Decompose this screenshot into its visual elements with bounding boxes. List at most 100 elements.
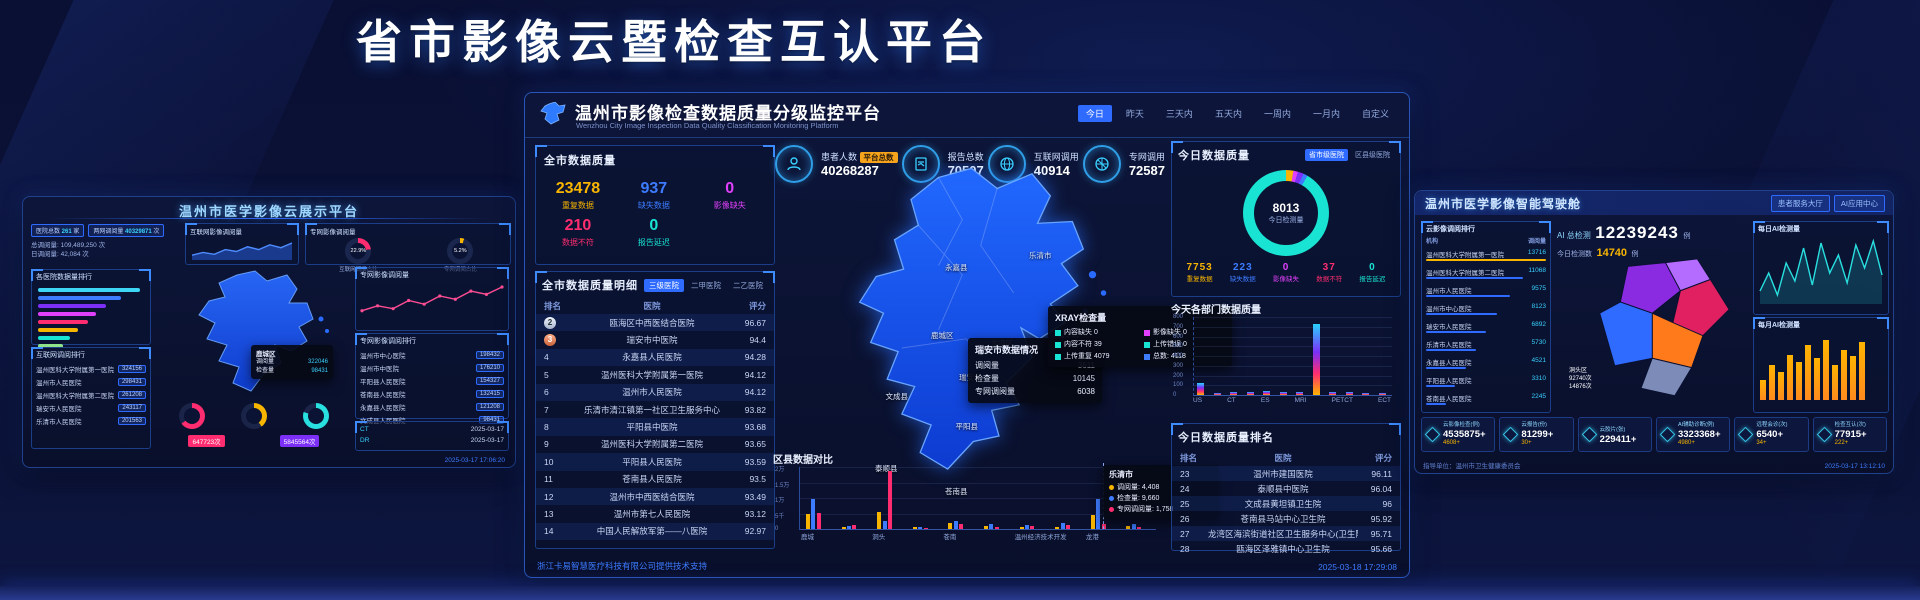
legend-square [1144, 353, 1150, 360]
globe-label: 互联网调用 [1033, 152, 1079, 162]
y-tick: 5千 [775, 513, 785, 520]
quality-stat: 210 数据不符 [540, 217, 616, 248]
district-bar [1101, 523, 1106, 529]
exam-row: DR 2025-03-17 [360, 437, 504, 444]
diamond-icon [1659, 426, 1676, 443]
legend-square [1055, 329, 1061, 336]
bottom-stat-value: 229411+ [1599, 433, 1637, 445]
monthly-bar [1787, 355, 1793, 400]
time-tab-昨天[interactable]: 昨天 [1125, 109, 1144, 119]
today-stat-value: 0 [1369, 262, 1376, 273]
right-map-container: 洞头区 92740次 14876次 [1561, 257, 1751, 413]
left-map-tooltip-title: 鹿城区 [256, 351, 276, 358]
org-row: 温州医科大学附属第二医院 11068 [1426, 267, 1546, 279]
internet-volume-area-chart [191, 242, 293, 260]
legend-square [1055, 353, 1061, 360]
y-tick: 100 [1173, 382, 1184, 389]
title-underline [47, 218, 491, 219]
district-bar [847, 525, 851, 529]
grid-line [1194, 326, 1392, 328]
score-cell: 94.4 [749, 335, 766, 346]
bottom-stat-chip: 云影像检查(例) 4535875+ 4608+ [1421, 417, 1496, 452]
time-tab-一月内[interactable]: 一月内 [1312, 109, 1340, 119]
hospital-cell: 平阳县中医院 [626, 422, 678, 433]
today-donut-label: 今日检测量 [1268, 217, 1304, 224]
right-map-stat-name: 洞头区 [1569, 368, 1588, 374]
y-tick: 700 [1173, 323, 1184, 330]
report-icon [901, 145, 940, 183]
hospital-cell: 中国人民解放军第——八医院 [596, 526, 708, 537]
left-wenzhou-map[interactable] [155, 267, 351, 399]
private-rank-row: 温州市中医院 176210 [360, 361, 504, 374]
time-tab-今日[interactable]: 今日 [1077, 105, 1112, 122]
network-icon [1082, 145, 1121, 183]
today-rank-card: 今日数据质量排名 排名 医院 评分 23 温州市建国医院 96.11 24 泰顺县中医院… [1171, 423, 1401, 554]
hospital-cell: 温州市建国医院 [1253, 468, 1313, 479]
right-footer-credit: 指导单位：温州市卫生健康委员会 [1423, 463, 1521, 470]
ruian-tooltip-title: 瑞安市数据情况 [975, 345, 1039, 355]
district-label-鹿城区: 鹿城区 [931, 331, 954, 341]
xray-item: 总数: 4118 [1144, 351, 1225, 362]
today-stat-value: 0 [1282, 262, 1290, 273]
left-map-tooltip: 鹿城区 调阅量 322046 检查量 98431 [251, 345, 333, 379]
score-cell: 96 [1382, 498, 1392, 509]
x-tick: 苍南 [943, 534, 957, 541]
header-button-患者服务大厅[interactable]: 患者服务大厅 [1770, 195, 1830, 212]
header-button-AI应用中心[interactable]: AI应用中心 [1833, 195, 1885, 212]
grid-line [1194, 346, 1392, 348]
diamond-icon [1738, 426, 1754, 443]
today-rank-rows: 23 温州市建国医院 96.11 24 泰顺县中医院 96.04 25 文成县黄坦镇卫生院 96… [1172, 466, 1400, 556]
today-tab-区县级医院[interactable]: 区县级医院 [1355, 152, 1390, 159]
rank-cell: 7 [544, 404, 549, 415]
y-tick: 0 [1173, 392, 1177, 398]
bottom-stat-sub: 30+ [1521, 440, 1532, 446]
level-tab-二乙医院[interactable]: 二乙医院 [733, 280, 763, 290]
wenzhou-map[interactable] [801, 163, 1131, 533]
district-bar [877, 511, 882, 529]
right-wenzhou-map[interactable] [1561, 257, 1751, 407]
table-row: 10 平阳县人民医院 93.59 [536, 453, 774, 471]
x-tick: MRI [1294, 397, 1307, 404]
org-bar [1426, 313, 1498, 315]
rank-cell: 14 [544, 526, 554, 537]
rank-cell: 4 [544, 352, 549, 363]
level-tab-三级医院[interactable]: 三级医院 [644, 278, 684, 292]
ai-today-label: 今日检测数 [1557, 251, 1592, 258]
quality-stat-value: 0 [725, 180, 735, 197]
tooltip-row: 专网调阅量: 1,758 [1109, 504, 1213, 515]
time-tab-三天内[interactable]: 三天内 [1165, 109, 1193, 119]
today-tab-省市级医院[interactable]: 省市级医院 [1305, 149, 1348, 161]
private-trend-card: 专网影像调阅量 [355, 267, 509, 331]
grid-line [800, 529, 1156, 530]
district-bar [912, 527, 917, 529]
left-panel-timestamp: 2025-03-17 17:06:20 [444, 457, 505, 464]
bottom-stat-chip: AI辅助诊断(例) 3323368+ 4980+ [1655, 417, 1731, 452]
quality-stat: 0 影像缺失 [692, 180, 768, 211]
y-tick: 0 [775, 526, 779, 532]
right-panel-title: 温州市医学影像智能驾驶舱 [1425, 197, 1582, 211]
detail-table-header: 排名 医院 评分 [544, 301, 766, 311]
time-tab-自定义[interactable]: 自定义 [1361, 109, 1389, 119]
summary-chip: 两网调阅量 40329871 次 [88, 224, 165, 237]
exam-mini-table: CT 2025-03-17 DR 2025-03-17 [356, 422, 508, 448]
score-cell: 93.82 [744, 404, 766, 415]
rank-cell: 6 [544, 387, 549, 398]
score-cell: 96.04 [1370, 483, 1392, 494]
today-stat: 37 数据不符 [1308, 262, 1351, 283]
today-quality-card: 今日数据质量 省市级医院 区县级医院 8013 今日检测量 7753 重复数据 223… [1171, 141, 1401, 297]
dept-chart-title: 今天各部门数据质量 [1171, 305, 1261, 316]
time-tab-一周内[interactable]: 一周内 [1263, 109, 1291, 119]
rank-cell: 5 [544, 369, 549, 380]
today-stat: 7753 重复数据 [1178, 262, 1221, 283]
ai-total-block: AI 总检测 12239243 例 今日检测数 14740 例 [1557, 223, 1747, 261]
level-tab-二甲医院[interactable]: 二甲医院 [691, 280, 721, 290]
hospital-cell: 平阳县人民医院 [622, 456, 682, 467]
time-tab-五天内[interactable]: 五天内 [1214, 109, 1242, 119]
district-bar [888, 470, 892, 529]
hbar-row [38, 296, 144, 302]
dept-bar [1213, 392, 1221, 395]
district-bar [989, 523, 994, 529]
hbar-row [38, 320, 144, 326]
y-tick: 300 [1173, 362, 1184, 369]
district-label-泰顺县: 泰顺县 [875, 464, 898, 474]
